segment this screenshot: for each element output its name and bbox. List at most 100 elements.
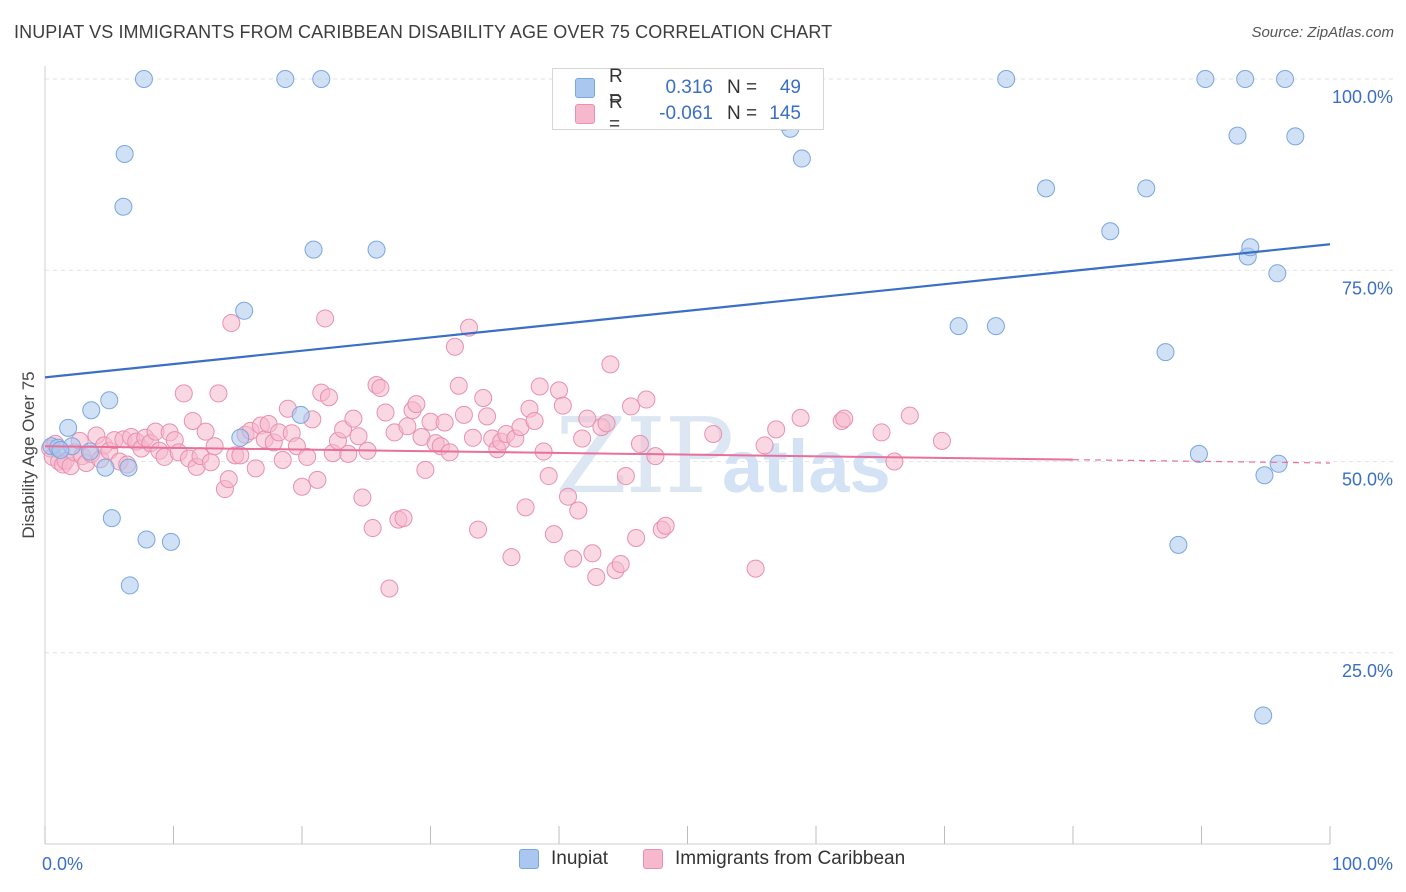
point-caribbean	[246, 459, 265, 478]
point-caribbean	[550, 381, 568, 400]
point-inupiat	[1268, 264, 1287, 283]
point-inupiat	[986, 317, 1005, 336]
point-inupiat	[137, 530, 156, 549]
stats-n-value: 145	[769, 103, 801, 124]
point-caribbean	[611, 555, 630, 574]
point-caribbean	[449, 376, 468, 395]
point-inupiat	[997, 70, 1016, 88]
point-caribbean	[454, 405, 473, 424]
y-tick-label: 50.0%	[1342, 470, 1393, 490]
point-inupiat	[134, 70, 153, 88]
stats-r-value: 0.316	[665, 77, 713, 98]
point-caribbean	[558, 487, 577, 506]
point-caribbean	[460, 318, 479, 337]
point-inupiat	[100, 391, 119, 410]
point-caribbean	[353, 488, 372, 507]
point-caribbean	[339, 444, 358, 463]
point-caribbean	[196, 422, 215, 441]
point-inupiat	[114, 197, 133, 216]
trend-line-caribbean	[44, 445, 1074, 461]
legend-swatch-inupiat	[519, 849, 539, 869]
point-inupiat	[304, 240, 323, 259]
point-inupiat	[1137, 179, 1156, 198]
stats-swatch-inupiat	[575, 78, 595, 98]
stats-n-label: N =	[727, 77, 758, 98]
point-inupiat	[1037, 179, 1056, 198]
point-caribbean	[578, 409, 597, 428]
point-caribbean	[746, 559, 765, 578]
point-caribbean	[553, 396, 572, 415]
point-inupiat	[1156, 343, 1175, 362]
point-inupiat	[1255, 466, 1274, 485]
point-caribbean	[616, 467, 635, 486]
point-caribbean	[630, 434, 649, 453]
point-inupiat	[82, 401, 101, 420]
stats-swatch-caribbean	[575, 104, 595, 124]
point-caribbean	[502, 548, 521, 567]
point-caribbean	[656, 516, 675, 535]
legend-label-caribbean: Immigrants from Caribbean	[675, 848, 906, 869]
point-inupiat	[1276, 70, 1295, 88]
point-caribbean	[621, 397, 640, 416]
point-inupiat	[1189, 444, 1208, 463]
stats-n-label: N =	[727, 103, 758, 124]
stats-r-label: R =	[609, 92, 623, 135]
point-caribbean	[791, 408, 810, 427]
point-caribbean	[435, 413, 454, 432]
point-caribbean	[363, 519, 382, 538]
point-inupiat	[1196, 70, 1215, 88]
stats-box: R = 0.316 N = 49 R = -0.061 N = 145	[552, 66, 824, 135]
watermark-atlas: atlas	[722, 425, 891, 508]
point-caribbean	[587, 568, 606, 587]
point-inupiat	[119, 458, 138, 477]
point-caribbean	[298, 447, 317, 466]
point-caribbean	[767, 420, 786, 439]
point-caribbean	[308, 470, 327, 489]
point-inupiat	[96, 458, 115, 477]
point-caribbean	[376, 403, 395, 422]
point-inupiat	[102, 509, 121, 528]
point-caribbean	[293, 477, 311, 496]
point-caribbean	[534, 442, 553, 461]
point-caribbean	[371, 379, 390, 398]
point-inupiat	[1269, 454, 1288, 473]
stats-n-value: 49	[779, 77, 801, 98]
y-axis-label: Disability Age Over 75	[19, 371, 38, 538]
point-inupiat	[1236, 70, 1255, 88]
point-caribbean	[525, 411, 544, 430]
point-inupiat	[235, 301, 254, 320]
point-caribbean	[201, 453, 220, 472]
point-caribbean	[530, 377, 549, 396]
point-inupiat	[1101, 222, 1120, 241]
point-caribbean	[445, 337, 464, 356]
point-inupiat	[231, 428, 250, 447]
point-caribbean	[573, 429, 592, 448]
grid-layer	[45, 78, 1395, 654]
point-caribbean	[469, 520, 488, 539]
point-inupiat	[51, 441, 70, 460]
point-caribbean	[627, 529, 646, 547]
point-inupiat	[276, 70, 295, 88]
legend-item-caribbean[interactable]: Immigrants from Caribbean	[643, 848, 905, 870]
point-inupiat	[1286, 127, 1305, 146]
point-inupiat	[59, 418, 78, 437]
trend-line-inupiat	[44, 243, 1331, 379]
legend-label-inupiat: Inupiat	[551, 848, 609, 869]
point-caribbean	[344, 409, 363, 428]
point-caribbean	[835, 409, 854, 428]
point-caribbean	[569, 501, 588, 520]
y-tick-label: 75.0%	[1342, 278, 1393, 298]
point-inupiat	[312, 70, 331, 88]
point-caribbean	[704, 424, 723, 443]
point-caribbean	[646, 447, 665, 466]
point-inupiat	[1254, 706, 1273, 725]
label-layer: 25.0% 50.0% 75.0% 100.0% 0.0% 100.0% Disabilit…	[19, 87, 1393, 874]
point-caribbean	[222, 314, 241, 333]
point-caribbean	[209, 384, 228, 403]
point-inupiat	[291, 405, 310, 424]
x-tick-label-max: 100.0%	[1332, 854, 1393, 874]
y-tick-label: 100.0%	[1332, 87, 1393, 107]
point-caribbean	[516, 498, 535, 517]
legend-item-inupiat[interactable]: Inupiat	[519, 848, 608, 870]
